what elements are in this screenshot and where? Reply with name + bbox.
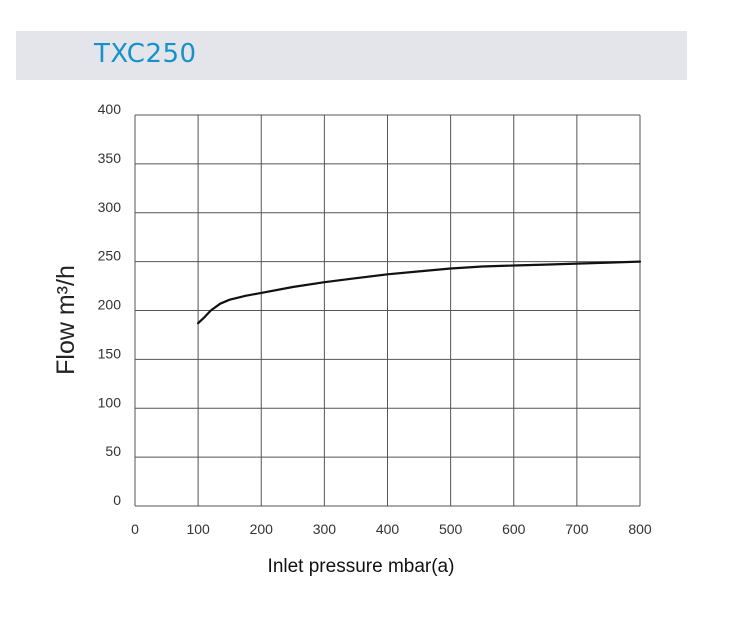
x-tick-label: 400 [376, 521, 400, 537]
x-tick-labels: 0 100 200 300 400 500 600 700 800 [131, 521, 652, 537]
series [197, 260, 642, 325]
y-tick-labels: 0 50 100 150 200 250 300 350 400 [98, 101, 122, 508]
x-tick-label: 700 [565, 521, 589, 537]
x-axis-title: Inlet pressure mbar(a) [268, 556, 455, 577]
y-axis-title: Flow m³/h [52, 265, 80, 375]
title-bar: TXC250 [16, 31, 687, 80]
grid [134, 114, 641, 507]
x-tick-label: 300 [313, 521, 337, 537]
y-tick-label: 350 [98, 150, 122, 166]
y-tick-label: 150 [98, 345, 122, 361]
x-tick-label: 200 [250, 521, 274, 537]
y-tick-label: 200 [98, 297, 122, 313]
y-tick-label: 400 [98, 101, 122, 117]
chart-title: TXC250 [94, 39, 197, 69]
series-line [197, 260, 642, 325]
y-tick-label: 250 [98, 248, 122, 264]
x-tick-label: 0 [131, 521, 139, 537]
x-tick-label: 500 [439, 521, 463, 537]
y-tick-label: 0 [113, 492, 121, 508]
x-tick-label: 600 [502, 521, 526, 537]
x-tick-label: 100 [186, 521, 210, 537]
y-tick-label: 300 [98, 199, 122, 215]
y-tick-label: 100 [98, 394, 122, 410]
x-tick-label: 800 [628, 521, 652, 537]
y-tick-label: 50 [105, 443, 121, 459]
